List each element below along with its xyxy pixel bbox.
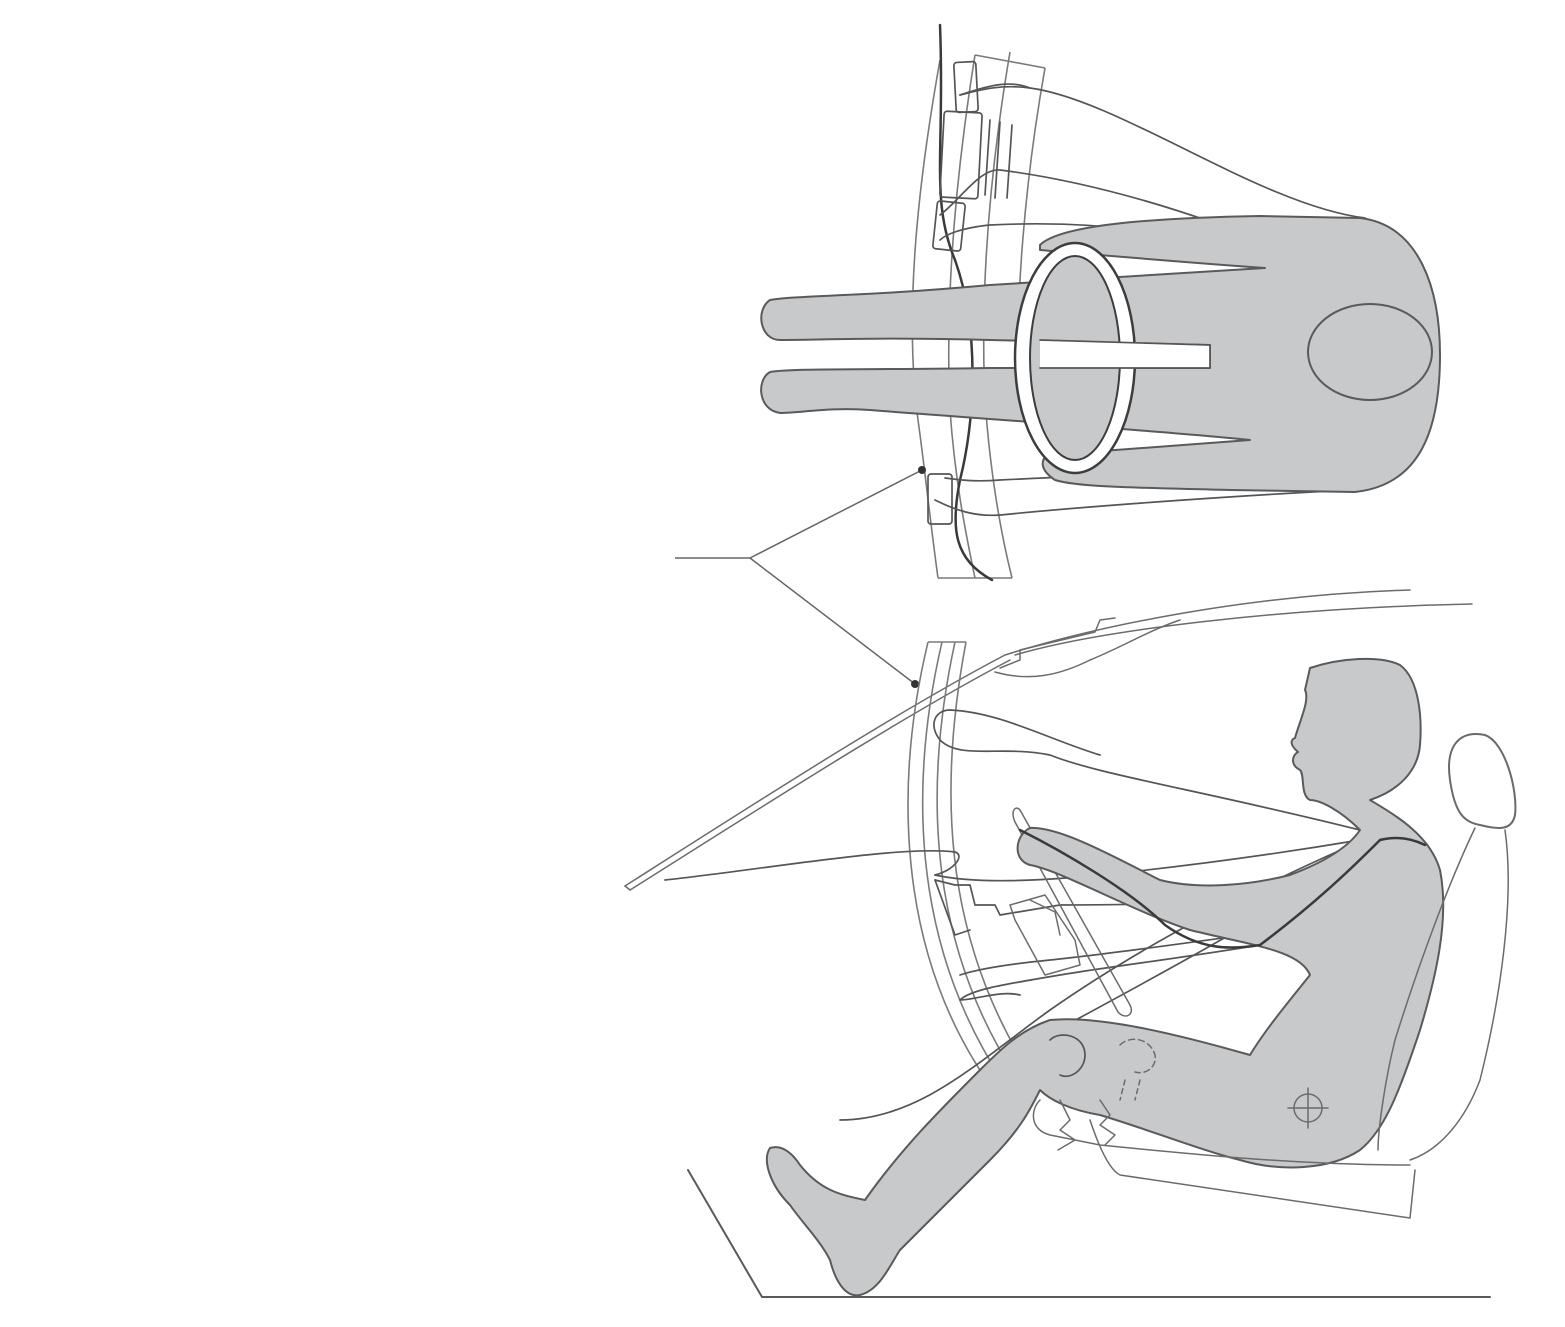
top-view-driver-head bbox=[1307, 303, 1433, 401]
top-view bbox=[760, 23, 1441, 582]
callout-point-side bbox=[911, 680, 919, 688]
top-view-driver-body bbox=[760, 215, 1441, 493]
side-view-floor bbox=[687, 1169, 1491, 1298]
side-view-h-point-icon bbox=[1287, 1087, 1329, 1129]
side-view-roof bbox=[624, 589, 1473, 891]
top-view-steering-wheel bbox=[1013, 241, 1211, 475]
callout-leader bbox=[675, 466, 926, 688]
side-view-steering-wheel bbox=[1009, 807, 1132, 1017]
side-view-seat bbox=[1032, 733, 1517, 1219]
top-view-door-line bbox=[938, 23, 994, 582]
side-view-seat-belt bbox=[1018, 828, 1427, 949]
side-view bbox=[624, 589, 1517, 1298]
side-view-a-pillar bbox=[907, 641, 1029, 1086]
side-view-driver-body bbox=[765, 657, 1445, 1297]
callout-point-top bbox=[918, 466, 926, 474]
side-view-ghost-legs bbox=[1049, 1034, 1156, 1151]
top-view-ghost-hands bbox=[927, 60, 1031, 525]
